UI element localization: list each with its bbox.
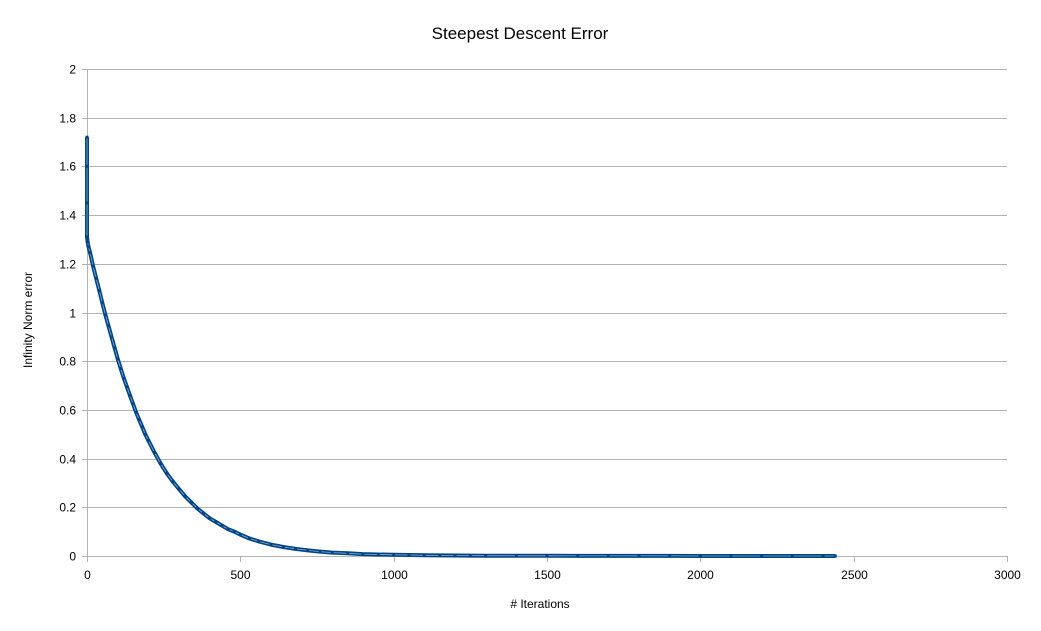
data-point <box>281 545 285 549</box>
x-tick-label: 2500 <box>841 568 868 582</box>
data-point <box>134 410 138 414</box>
y-tick-label: 0.6 <box>59 404 76 418</box>
x-tick-label: 1500 <box>534 568 561 582</box>
data-point <box>232 530 236 534</box>
x-axis-label: # Iterations <box>510 597 569 611</box>
y-tick-label: 0.4 <box>59 453 76 467</box>
data-point <box>202 511 205 515</box>
series-plot <box>85 135 837 558</box>
data-point <box>346 551 350 555</box>
data-point <box>153 451 156 454</box>
data-point <box>514 554 518 558</box>
data-point <box>85 235 89 239</box>
data-point <box>119 367 123 370</box>
data-point <box>833 554 837 558</box>
data-point <box>407 553 411 557</box>
data-point <box>140 425 144 429</box>
data-point <box>87 245 90 249</box>
data-point <box>238 533 242 537</box>
y-tick-label: 0 <box>69 550 76 564</box>
gridlines <box>82 69 1007 557</box>
data-point <box>125 385 129 389</box>
data-point <box>128 393 132 397</box>
data-point <box>137 418 141 422</box>
data-point <box>195 507 199 510</box>
data-point <box>729 554 733 558</box>
y-tick-label: 2 <box>69 63 76 77</box>
data-point <box>248 537 251 540</box>
data-point <box>220 524 224 528</box>
data-point <box>159 462 163 465</box>
data-point <box>107 324 110 328</box>
data-point <box>698 554 702 558</box>
y-tick-label: 1.2 <box>59 258 76 272</box>
data-point <box>85 201 89 205</box>
data-point <box>422 553 426 557</box>
data-point <box>606 554 610 558</box>
data-point <box>637 554 641 558</box>
data-point <box>269 543 273 547</box>
data-point <box>143 432 147 436</box>
data-point <box>116 357 120 361</box>
data-point <box>183 494 187 498</box>
data-point <box>257 539 261 543</box>
data-point <box>790 554 794 558</box>
x-tick-label: 0 <box>84 568 91 582</box>
y-tick-label: 1.6 <box>59 160 76 174</box>
data-point <box>226 527 230 531</box>
data-point <box>576 554 580 558</box>
data-point <box>113 346 117 350</box>
data-point <box>330 551 334 555</box>
y-tick-label: 1.4 <box>59 209 76 223</box>
x-tick-label: 1000 <box>381 568 408 582</box>
y-tick-label: 1 <box>69 307 76 321</box>
data-point <box>189 500 193 504</box>
data-point <box>97 289 101 293</box>
data-point <box>306 548 310 552</box>
series-line-highlight <box>86 137 836 557</box>
data-point <box>85 135 89 139</box>
tick-labels: 0 0.2 0.4 0.6 0.8 1 1.2 1.4 1.6 1.8 2 0 500 1000 1500 2… <box>59 63 1021 583</box>
data-point <box>318 550 322 554</box>
data-point <box>88 251 92 255</box>
data-point <box>110 335 113 339</box>
data-point <box>165 471 169 475</box>
data-point <box>85 237 89 241</box>
data-point <box>760 554 764 558</box>
data-point <box>86 240 90 244</box>
x-tick-label: 2000 <box>687 568 714 582</box>
data-point <box>214 520 218 524</box>
data-point <box>94 276 98 280</box>
data-point <box>91 264 95 268</box>
y-tick-label: 1.8 <box>59 112 76 126</box>
data-point <box>484 554 488 558</box>
data-point <box>821 554 825 558</box>
y-tick-label: 0.8 <box>59 355 76 369</box>
data-point <box>131 402 135 406</box>
data-point <box>122 376 126 380</box>
data-point <box>294 547 297 551</box>
x-tick-label: 500 <box>230 568 250 582</box>
y-tick-label: 0.2 <box>59 501 76 515</box>
chart-title: Steepest Descent Error <box>432 24 609 43</box>
data-point <box>453 554 457 557</box>
y-axis-label: Infinity Norm error <box>21 272 35 368</box>
data-point <box>171 480 175 484</box>
data-point <box>146 438 150 442</box>
data-point <box>545 554 549 558</box>
data-point <box>361 552 365 556</box>
data-point <box>85 164 89 168</box>
data-point <box>100 301 104 305</box>
data-point <box>468 554 472 558</box>
data-point <box>208 516 212 520</box>
x-tick-label: 3000 <box>994 568 1021 582</box>
data-point <box>668 554 672 558</box>
data-point <box>103 313 107 317</box>
data-point <box>438 553 442 557</box>
data-point <box>392 553 396 557</box>
data-point <box>376 553 380 556</box>
data-point <box>177 487 181 491</box>
